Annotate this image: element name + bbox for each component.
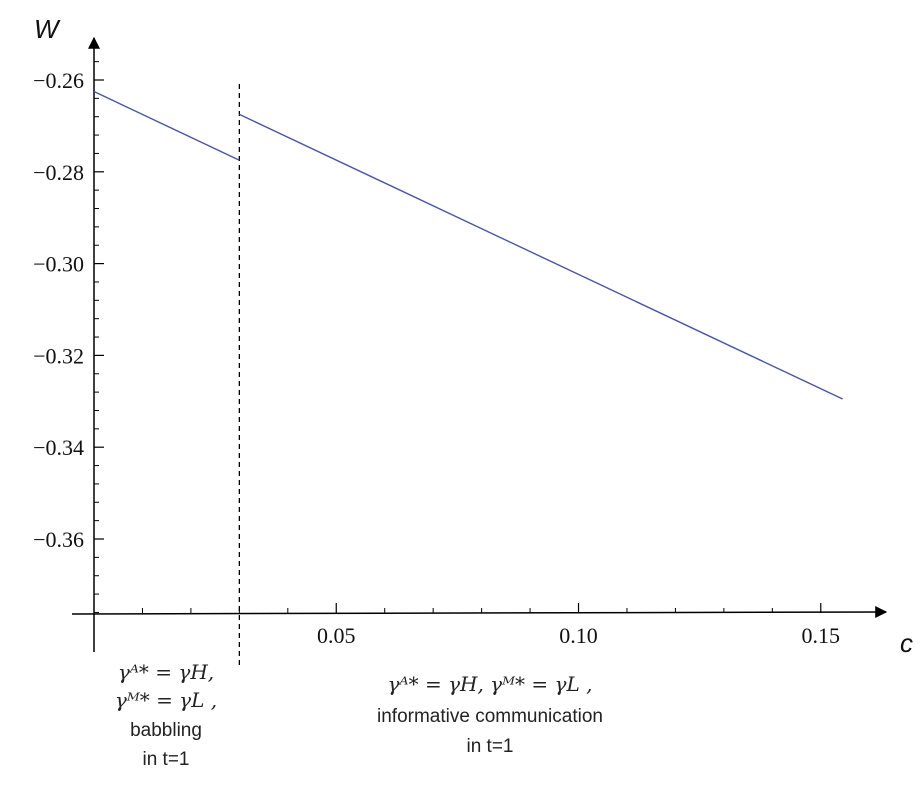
y-tick-label: −0.30 bbox=[33, 252, 84, 277]
region-babbling-line-3: babbling bbox=[130, 720, 202, 741]
region-babbling-line-2: γᴹ* = γL , bbox=[115, 688, 217, 712]
x-tick-label: 0.15 bbox=[802, 623, 841, 648]
region-informative-annotation: γᴬ* = γH, γᴹ* = γL , informative communi… bbox=[377, 672, 603, 757]
region-babbling-line-4: in t=1 bbox=[142, 749, 189, 770]
region-informative-line-1: γᴬ* = γH, γᴹ* = γL , bbox=[388, 672, 593, 696]
y-tick-label: −0.32 bbox=[33, 343, 84, 368]
series-layer bbox=[93, 90, 843, 400]
y-axis-label: W bbox=[34, 14, 61, 44]
y-tick-label: −0.36 bbox=[33, 527, 84, 552]
x-tick-label: 0.10 bbox=[559, 623, 598, 648]
region-informative-line-3: in t=1 bbox=[466, 736, 513, 757]
x-axis bbox=[71, 606, 888, 619]
y-minor-ticks bbox=[94, 61, 99, 613]
series-line-segment-1 bbox=[93, 90, 240, 161]
x-tick-label: 0.05 bbox=[317, 623, 356, 648]
x-minor-ticks bbox=[141, 608, 773, 613]
region-babbling-line-1: γᴬ* = γH, bbox=[118, 660, 214, 684]
series-line-segment-2 bbox=[239, 113, 843, 400]
y-ticks: −0.26 −0.28 −0.30 −0.32 −0.34 −0.36 bbox=[33, 68, 104, 552]
x-axis-label: c bbox=[900, 628, 913, 658]
region-informative-line-2: informative communication bbox=[377, 706, 603, 727]
y-tick-label: −0.28 bbox=[33, 160, 84, 185]
region-babbling-annotation: γᴬ* = γH, γᴹ* = γL , babbling in t=1 bbox=[115, 660, 217, 770]
x-ticks: 0.05 0.10 0.15 bbox=[317, 603, 840, 648]
y-tick-label: −0.34 bbox=[33, 435, 84, 460]
y-tick-label: −0.26 bbox=[33, 68, 84, 93]
